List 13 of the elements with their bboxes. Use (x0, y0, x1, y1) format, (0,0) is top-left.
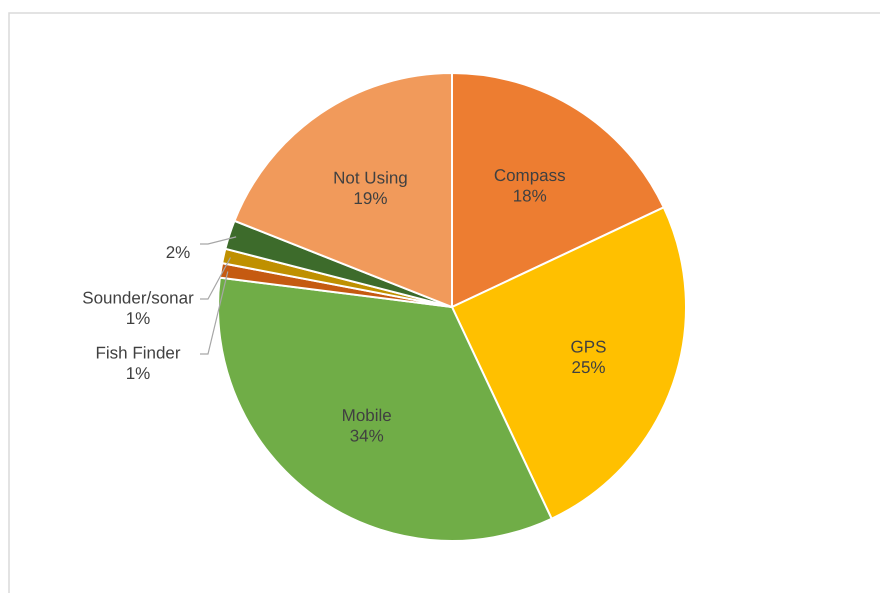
slice-label: Fish Finder (95, 344, 181, 363)
data-label: 2% (166, 242, 190, 262)
data-label: 1% (126, 309, 150, 328)
data-label: 34% (350, 426, 384, 446)
data-label: 1% (126, 364, 150, 383)
data-label: 25% (571, 358, 606, 378)
data-label: 19% (353, 189, 388, 208)
data-label: 18% (512, 186, 547, 206)
slice-label: Not Using (333, 168, 408, 188)
slice-label: Mobile (342, 406, 392, 425)
slice-label: Compass (494, 166, 566, 186)
slice-label: GPS (570, 338, 606, 357)
slice-label: Sounder/sonar (82, 288, 194, 308)
